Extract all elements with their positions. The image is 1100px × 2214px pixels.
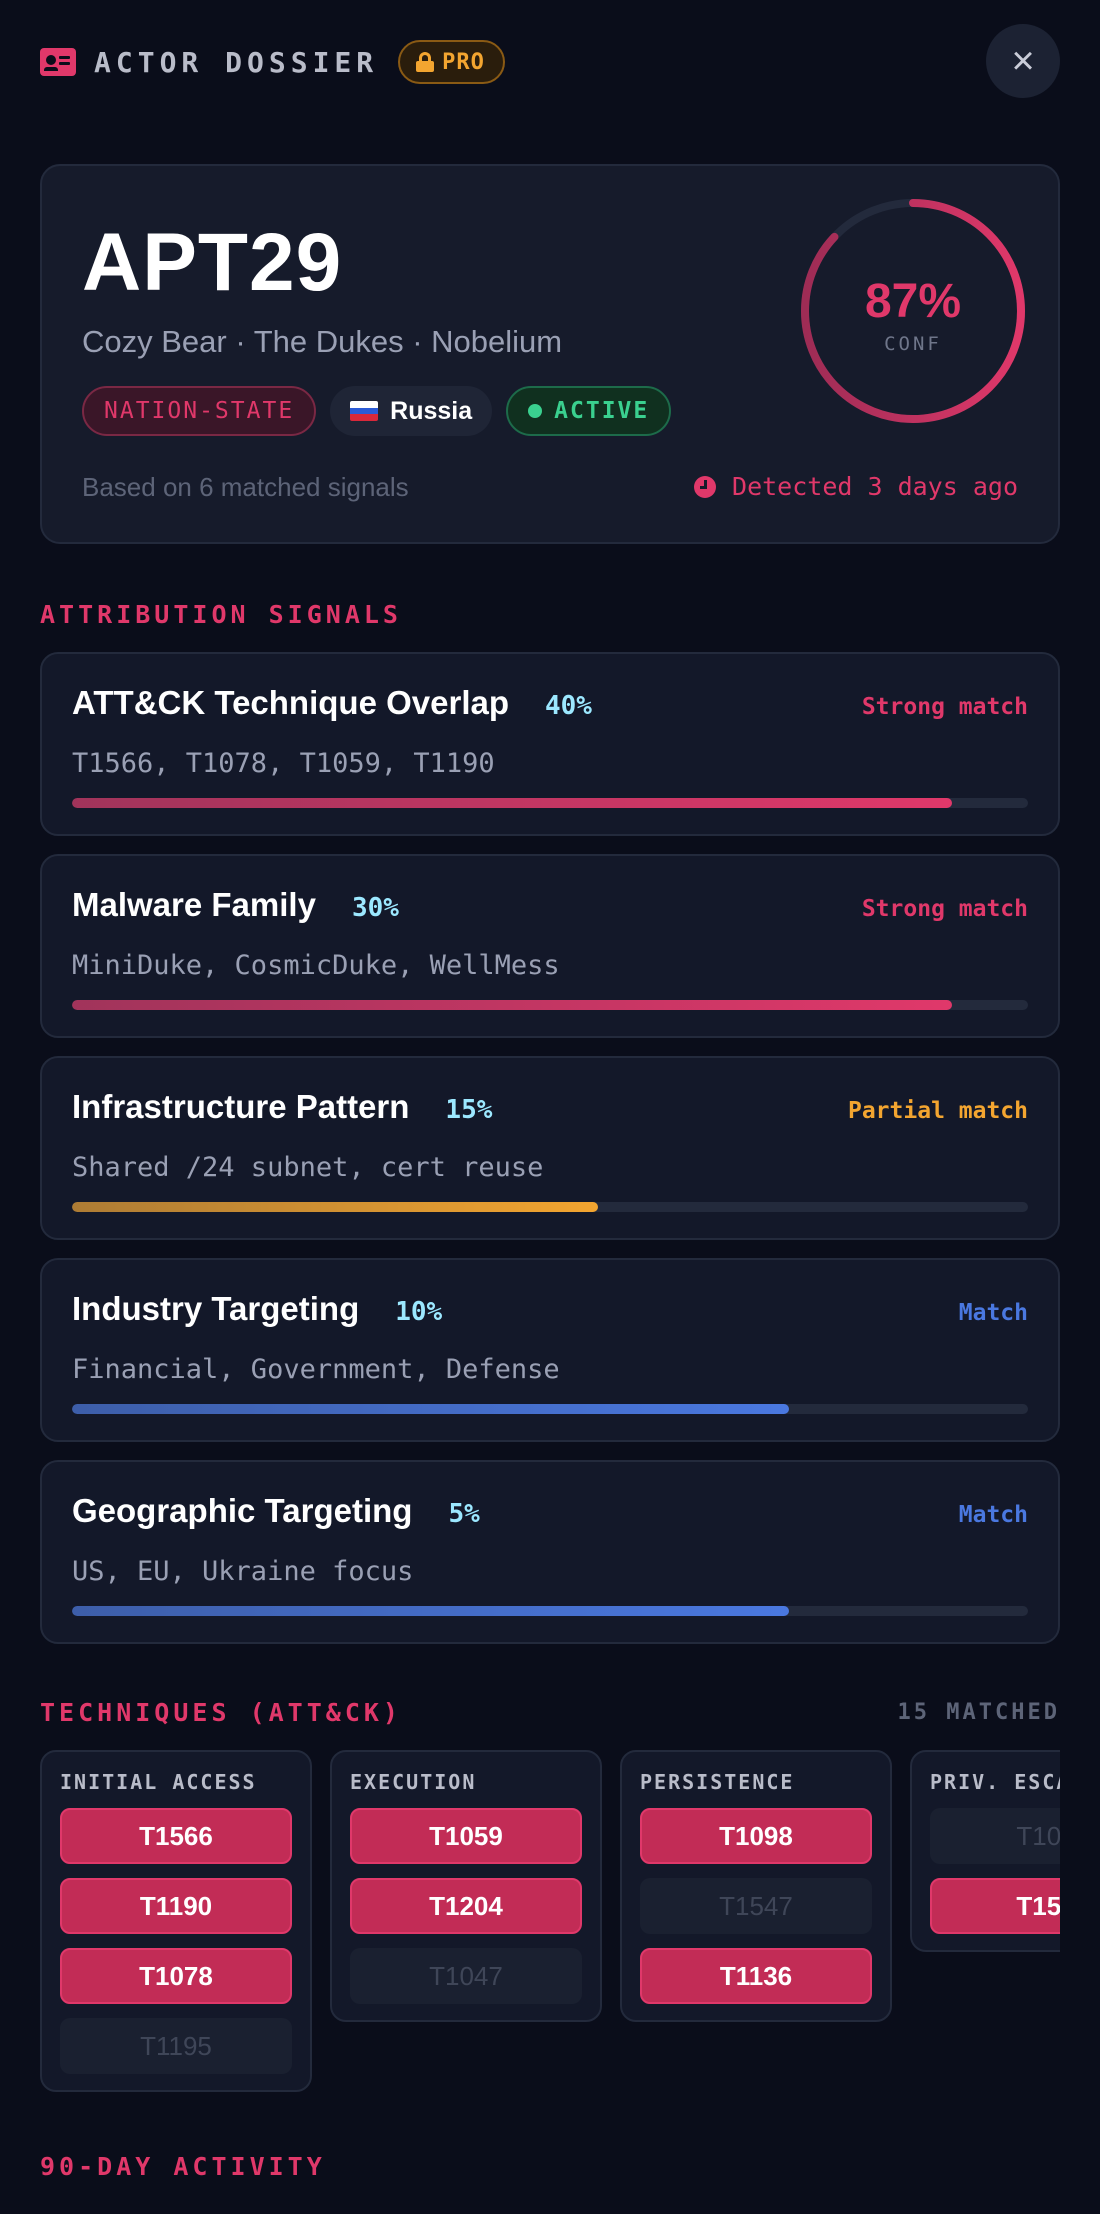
actor-tags: NATION-STATE Russia ACTIVE [82, 386, 685, 436]
confidence-caption: CONF [884, 332, 942, 355]
confidence-value: 87% [864, 274, 962, 328]
signal-card[interactable]: Geographic Targeting 5% Match US, EU, Ukr… [40, 1460, 1060, 1644]
page-title: ACTOR DOSSIER [94, 45, 379, 79]
status-label: ACTIVE [554, 398, 650, 424]
technique-chip[interactable]: T1566 [60, 1808, 292, 1864]
signal-strength-fill [72, 798, 952, 808]
actor-summary-card: APT29 Cozy Bear · The Dukes · Nobelium N… [40, 164, 1060, 544]
signal-detail: T1566, T1078, T1059, T1190 [72, 748, 495, 779]
technique-chip[interactable]: T106 [930, 1808, 1060, 1864]
signal-weight: 30% [351, 893, 399, 923]
tactic-column: INITIAL ACCESS T1566 T1190 T1078 T1195 [40, 1750, 312, 2092]
technique-chip[interactable]: T1098 [640, 1808, 872, 1864]
signal-strength-bar [72, 798, 1028, 808]
technique-chip[interactable]: T1047 [350, 1948, 582, 2004]
actor-name: APT29 [82, 217, 343, 308]
signal-status: Match [958, 1502, 1028, 1528]
tactic-column: PERSISTENCE T1098 T1547 T1136 [620, 1750, 892, 2022]
tactic-column: PRIV. ESCA T106 T154 [910, 1750, 1060, 1952]
tag-status[interactable]: ACTIVE [506, 386, 672, 436]
signal-strength-fill [72, 1000, 952, 1010]
tag-actor-type[interactable]: NATION-STATE [82, 386, 317, 436]
techniques-section-title: TECHNIQUES (ATT&CK) [40, 1698, 402, 1727]
signal-name: Infrastructure Pattern [72, 1088, 410, 1125]
signal-card[interactable]: Industry Targeting 10% Match Financial, G… [40, 1258, 1060, 1442]
signal-status: Strong match [861, 896, 1028, 922]
pro-badge-label: PRO [442, 49, 485, 75]
signal-detail: US, EU, Ukraine focus [72, 1556, 414, 1587]
activity-section-title: 90-DAY ACTIVITY [40, 2152, 326, 2181]
confidence-ring-arc [801, 199, 1025, 423]
signal-weight: 40% [545, 691, 592, 721]
tactic-name: EXECUTION [350, 1770, 477, 1794]
detected-label: Detected 3 days ago [732, 472, 1018, 501]
signal-status: Strong match [861, 694, 1028, 720]
signal-strength-fill [72, 1404, 789, 1414]
tactic-name: PERSISTENCE [640, 1770, 795, 1794]
signal-detail: Shared /24 subnet, cert reuse [72, 1152, 544, 1183]
signal-weight: 10% [395, 1297, 443, 1327]
signal-detail: MiniDuke, CosmicDuke, WellMess [72, 950, 560, 981]
clock-icon [694, 475, 717, 498]
signal-name: Industry Targeting [72, 1290, 360, 1327]
technique-chip[interactable]: T1204 [350, 1878, 582, 1934]
status-dot-icon [528, 404, 543, 418]
signal-strength-fill [72, 1606, 789, 1616]
signal-name: Malware Family [72, 886, 316, 923]
tactic-name: INITIAL ACCESS [60, 1770, 257, 1794]
confidence-gauge: 87% CONF [798, 196, 1028, 426]
techniques-count: 15 MATCHED [897, 1700, 1060, 1725]
signal-status: Partial match [847, 1098, 1028, 1124]
signal-status: Match [958, 1300, 1028, 1326]
tactic-column: EXECUTION T1059 T1204 T1047 [330, 1750, 602, 2022]
technique-chip[interactable]: T1190 [60, 1878, 292, 1934]
technique-chip[interactable]: T1136 [640, 1948, 872, 2004]
signal-card[interactable]: Malware Family 30% Strong match MiniDuke,… [40, 854, 1060, 1038]
pro-badge[interactable]: PRO [398, 40, 505, 84]
tag-country[interactable]: Russia [330, 386, 493, 436]
russia-flag-icon [350, 401, 379, 421]
technique-chip[interactable]: T1547 [640, 1878, 872, 1934]
technique-matrix[interactable]: INITIAL ACCESS T1566 T1190 T1078 T1195 E… [40, 1750, 1060, 2100]
signal-strength-bar [72, 1606, 1028, 1616]
technique-chip[interactable]: T1059 [350, 1808, 582, 1864]
detected-time: Detected 3 days ago [694, 472, 1018, 501]
signal-name: ATT&CK Technique Overlap [72, 684, 509, 721]
signal-card[interactable]: ATT&CK Technique Overlap 40% Strong match… [40, 652, 1060, 836]
signal-strength-bar [72, 1404, 1028, 1414]
signal-weight: 5% [448, 1499, 480, 1529]
header: ACTOR DOSSIER PRO × [40, 24, 1060, 98]
signal-strength-fill [72, 1202, 598, 1212]
confidence-ring [801, 199, 1025, 423]
signal-detail: Financial, Government, Defense [72, 1354, 560, 1385]
signal-weight: 15% [445, 1095, 493, 1125]
signal-name: Geographic Targeting [72, 1492, 413, 1529]
technique-chip[interactable]: T1078 [60, 1948, 292, 2004]
technique-chip[interactable]: T154 [930, 1878, 1060, 1934]
actor-aliases: Cozy Bear · The Dukes · Nobelium [82, 324, 563, 359]
signal-strength-bar [72, 1000, 1028, 1010]
signal-strength-bar [72, 1202, 1028, 1212]
tactic-name: PRIV. ESCA [930, 1770, 1060, 1794]
close-icon: × [1011, 39, 1035, 83]
close-button[interactable]: × [986, 24, 1060, 98]
unlock-icon [416, 52, 435, 72]
technique-chip[interactable]: T1195 [60, 2018, 292, 2074]
signals-section-title: ATTRIBUTION SIGNALS [40, 600, 402, 629]
signal-card[interactable]: Infrastructure Pattern 15% Partial match … [40, 1056, 1060, 1240]
id-card-icon [40, 48, 76, 76]
signals-basis: Based on 6 matched signals [82, 472, 409, 502]
country-label: Russia [390, 396, 473, 425]
